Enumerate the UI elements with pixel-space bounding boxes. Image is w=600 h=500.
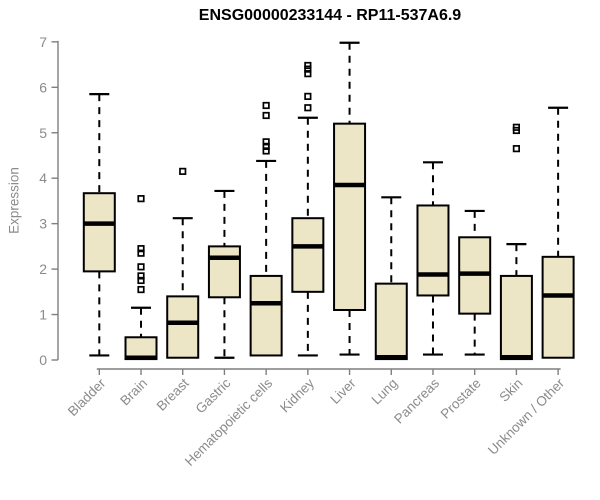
outlier-point bbox=[137, 195, 145, 203]
y-tick-label: 7 bbox=[39, 34, 47, 50]
outlier-point bbox=[304, 104, 312, 112]
iqr-box bbox=[541, 255, 575, 359]
iqr-box bbox=[82, 192, 116, 273]
y-tick-label: 0 bbox=[39, 352, 47, 368]
box-liver bbox=[333, 41, 367, 356]
outlier-point bbox=[262, 142, 270, 150]
y-tick-label: 6 bbox=[39, 79, 47, 95]
x-category-label: Gastric bbox=[193, 375, 234, 416]
x-category-label: Skin bbox=[496, 376, 525, 405]
outlier-point bbox=[137, 245, 145, 253]
box-skin bbox=[499, 123, 533, 361]
box-prostate bbox=[458, 209, 492, 356]
outlier-point bbox=[137, 263, 145, 271]
y-tick-label: 5 bbox=[39, 125, 47, 141]
iqr-box bbox=[166, 295, 200, 359]
outlier-point bbox=[304, 92, 312, 100]
outlier-point bbox=[137, 285, 145, 294]
iqr-box bbox=[416, 204, 450, 297]
x-category-label: Bladder bbox=[65, 375, 109, 419]
box-pancreas bbox=[416, 161, 450, 356]
box-bladder bbox=[82, 93, 116, 357]
x-category-label: Breast bbox=[154, 375, 192, 413]
iqr-box bbox=[499, 274, 533, 361]
box-gastric bbox=[207, 189, 241, 359]
y-tick-label: 1 bbox=[39, 307, 47, 323]
x-category-label: Pancreas bbox=[391, 375, 442, 426]
outlier-point bbox=[304, 70, 312, 78]
chart-title: ENSG00000233144 - RP11-537A6.9 bbox=[198, 7, 462, 24]
y-axis: 0 1 2 3 4 5 6 7 bbox=[39, 34, 59, 368]
outlier-point bbox=[137, 249, 145, 257]
x-category-label: Prostate bbox=[438, 376, 484, 422]
box-hematopoietic-cells bbox=[249, 101, 283, 357]
outlier-point bbox=[262, 138, 270, 146]
iqr-box bbox=[207, 245, 241, 299]
outlier-point bbox=[262, 101, 270, 110]
box-breast bbox=[166, 167, 200, 359]
outlier-point bbox=[304, 65, 312, 73]
iqr-box bbox=[291, 217, 325, 293]
x-category-label: Kidney bbox=[277, 375, 317, 415]
box-kidney bbox=[291, 61, 325, 357]
x-category-label: Unknown / Other bbox=[485, 375, 568, 458]
iqr-box bbox=[249, 274, 283, 357]
outlier-point bbox=[179, 167, 187, 175]
y-tick-label: 3 bbox=[39, 216, 47, 232]
outlier-point bbox=[137, 272, 145, 280]
outlier-point bbox=[262, 147, 270, 155]
box-unknown-other bbox=[541, 106, 575, 359]
box-brain bbox=[124, 195, 158, 361]
iqr-box bbox=[333, 122, 367, 312]
iqr-box bbox=[374, 282, 408, 361]
outlier-point bbox=[512, 123, 521, 131]
outlier-point bbox=[304, 61, 312, 70]
x-category-label: Liver bbox=[327, 375, 359, 407]
y-tick-label: 2 bbox=[39, 261, 47, 277]
outlier-point bbox=[262, 111, 270, 120]
outlier-point bbox=[137, 276, 145, 285]
x-category-label: Brain bbox=[117, 376, 150, 409]
y-tick-label: 4 bbox=[39, 170, 47, 186]
outlier-point bbox=[512, 145, 521, 153]
x-category-label: Lung bbox=[369, 376, 401, 408]
box-lung bbox=[374, 196, 408, 361]
